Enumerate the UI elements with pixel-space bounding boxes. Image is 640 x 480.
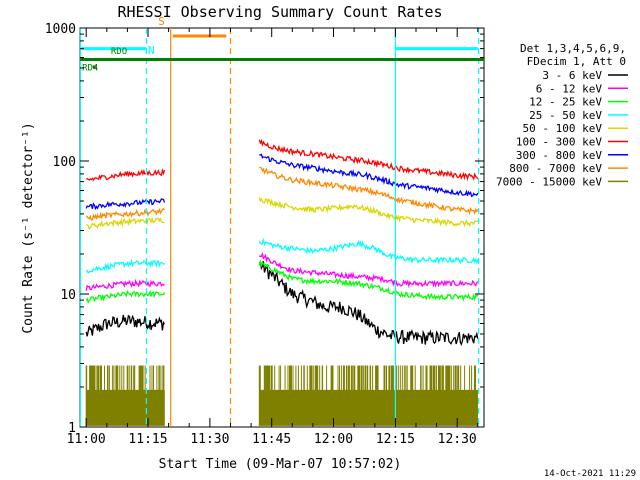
series-12-25kev (85, 259, 479, 305)
series-trace (258, 197, 479, 228)
flag-label-rd4: RD4 (82, 63, 98, 73)
series-3-6kev (85, 260, 479, 347)
series-trace (85, 207, 165, 221)
x-tick-label: 11:30 (190, 432, 229, 447)
x-tick-label: 12:15 (376, 432, 415, 447)
series-300-800kev (85, 153, 479, 211)
legend-entry-label: 6 - 12 keV (536, 82, 603, 95)
flag-marker-rd4 (92, 65, 96, 69)
y-tick-label: 1 (68, 421, 76, 436)
x-axis-label: Start Time (09-Mar-07 10:57:02) (159, 457, 402, 472)
legend-entry-label: 50 - 100 keV (523, 122, 603, 135)
series-trace (259, 153, 479, 198)
chart-title: RHESSI Observing Summary Count Rates (117, 3, 442, 21)
vertical-lines-layer (79, 28, 480, 427)
series-trace (85, 198, 166, 211)
series-trace (85, 365, 165, 426)
legend-entry-label: 800 - 7000 keV (509, 162, 602, 175)
flag-label-s: S (158, 15, 165, 28)
legend-entry-label: 300 - 800 keV (516, 149, 602, 162)
legend-entry-label: 100 - 300 keV (516, 136, 602, 149)
series-800-7000kev (85, 166, 479, 221)
x-tick-label: 12:30 (438, 432, 477, 447)
flag-label-n: N (148, 44, 155, 57)
series-7000-15000kev (85, 365, 478, 426)
series-trace (258, 237, 479, 265)
x-tick-label: 12:00 (314, 432, 353, 447)
x-tick-label: 11:45 (252, 432, 291, 447)
y-tick-label: 1000 (45, 22, 76, 37)
flag-label-rdo: RDO (111, 47, 127, 57)
legend-header-line: Det 1,3,4,5,6,9, (520, 42, 626, 55)
y-tick-label: 10 (60, 288, 76, 303)
legend-entry-label: 3 - 6 keV (542, 69, 602, 82)
legend-entry-label: 7000 - 15000 keV (496, 175, 602, 188)
series-trace (85, 216, 165, 231)
series-layer (85, 138, 479, 426)
series-trace (86, 167, 166, 182)
series-trace (85, 289, 166, 305)
series-trace (258, 260, 479, 347)
series-trace (85, 258, 165, 274)
y-tick-label: 100 (53, 155, 76, 170)
x-tick-label: 11:00 (67, 432, 106, 447)
legend-entry-label: 12 - 25 keV (529, 96, 602, 109)
axes-layer: 11:00 11:15 11:30 11:45 12:00 12:15 12:30 1 10 10… (45, 22, 484, 447)
series-50-100kev (85, 197, 479, 231)
series-trace (258, 251, 479, 289)
series-trace (258, 365, 478, 426)
series-trace (258, 259, 479, 302)
flags-layer: N S RDO RD4 (80, 15, 484, 73)
x-tick-label: 11:15 (128, 432, 167, 447)
series-trace (85, 314, 166, 337)
series-100-300kev (86, 138, 479, 182)
series-trace (258, 166, 479, 216)
series-25-50kev (85, 237, 479, 274)
series-trace (85, 278, 165, 292)
legend-entry-label: 25 - 50 keV (529, 109, 602, 122)
legend-header-line: FDecim 1, Att 0 (527, 55, 626, 68)
y-axis-label: Count Rate (s⁻¹ detector⁻¹) (21, 122, 36, 333)
footer-timestamp: 14-Oct-2021 11:29 (544, 469, 636, 479)
legend: Det 1,3,4,5,6,9,FDecim 1, Att 03 - 6 keV… (496, 42, 628, 188)
series-6-12kev (85, 251, 479, 292)
series-trace (258, 138, 479, 182)
